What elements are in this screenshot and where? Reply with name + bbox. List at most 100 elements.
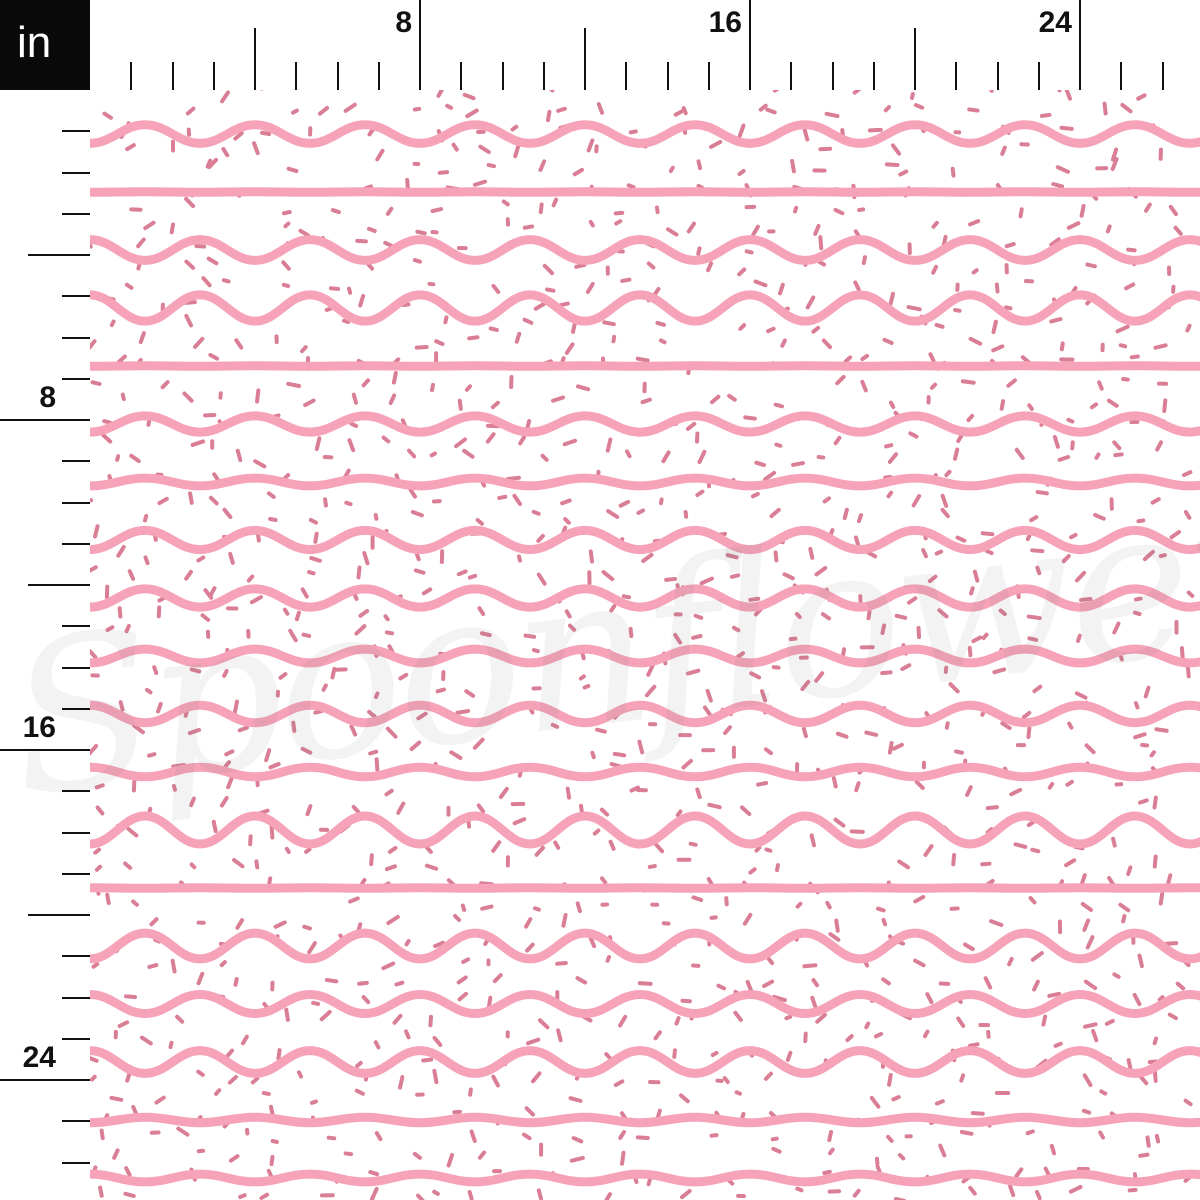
sprinkle-dash — [291, 108, 299, 115]
sprinkle-dash — [501, 199, 510, 207]
sprinkle-dash — [753, 279, 768, 288]
sprinkle-dash — [1095, 166, 1109, 171]
ruler-tick-minor — [1120, 62, 1123, 90]
sprinkle-dash — [605, 265, 610, 276]
sprinkle-dash — [200, 613, 211, 622]
sprinkle-dash — [572, 167, 584, 177]
sprinkle-dash — [771, 1146, 782, 1154]
sprinkle-dash — [911, 494, 922, 508]
sprinkle-dash — [374, 757, 380, 772]
ruler-tick-minor — [130, 62, 133, 90]
sprinkle-dash — [105, 892, 111, 906]
sprinkle-dash — [760, 689, 768, 703]
sprinkle-dash — [184, 259, 196, 270]
sprinkle-dash — [432, 1035, 443, 1047]
sprinkle-dash — [818, 235, 824, 251]
sprinkle-dash — [505, 217, 511, 227]
sprinkle-dash — [827, 1130, 834, 1142]
sprinkle-dash — [129, 453, 141, 464]
sprinkle-dash — [208, 352, 220, 361]
sprinkle-dash — [228, 1154, 240, 1163]
sprinkle-dash — [250, 1076, 260, 1085]
sprinkle-dash — [186, 127, 192, 137]
sprinkle-dash — [190, 439, 206, 447]
fabric-pattern-svg — [90, 90, 1200, 1200]
sprinkle-dash — [427, 281, 436, 287]
sprinkle-dash — [416, 1193, 427, 1200]
sprinkle-dash — [1138, 1152, 1150, 1158]
sprinkle-dash — [691, 895, 704, 903]
wave-line — [90, 235, 1200, 265]
sprinkle-dash — [410, 509, 424, 518]
sprinkle-dash — [696, 246, 702, 256]
sprinkle-dash — [673, 612, 683, 617]
sprinkle-dash — [476, 129, 486, 134]
sprinkle-dash — [1110, 157, 1119, 172]
ruler-label-horizontal: 8 — [395, 6, 412, 39]
sprinkle-dash — [1155, 440, 1164, 452]
sprinkle-dash — [658, 338, 667, 345]
sprinkle-dash — [568, 1096, 583, 1103]
sprinkle-dash — [100, 432, 113, 444]
sprinkle-dash — [467, 335, 480, 341]
wave-layer — [90, 120, 1200, 1187]
sprinkle-dash — [1169, 529, 1181, 540]
sprinkle-dash — [240, 1034, 249, 1046]
sprinkle-dash — [147, 963, 159, 969]
sprinkle-dash — [938, 1143, 947, 1158]
sprinkle-dash — [1082, 1073, 1093, 1088]
sprinkle-dash — [963, 942, 975, 952]
sprinkle-dash — [1179, 646, 1185, 660]
sprinkle-dash — [875, 906, 886, 913]
sprinkle-dash — [922, 1029, 930, 1039]
unit-badge: in — [0, 0, 90, 90]
sprinkle-dash — [274, 334, 279, 345]
sprinkle-dash — [784, 1014, 793, 1021]
sprinkle-dash — [534, 845, 546, 857]
sprinkle-dash — [688, 841, 698, 847]
wave-line — [90, 762, 1200, 782]
sprinkle-dash — [303, 398, 316, 408]
sprinkle-dash — [414, 552, 421, 562]
sprinkle-dash — [362, 551, 370, 566]
sprinkle-dash — [276, 1048, 282, 1061]
sprinkle-dash — [556, 1028, 563, 1043]
sprinkle-dash — [1133, 732, 1147, 740]
sprinkle-dash — [1167, 1012, 1179, 1021]
sprinkle-dash — [343, 1151, 354, 1157]
sprinkle-dash — [1085, 262, 1097, 269]
sprinkle-dash — [810, 995, 818, 1009]
sprinkle-dash — [578, 674, 586, 681]
sprinkle-dash — [707, 802, 722, 810]
sprinkle-dash — [196, 1069, 205, 1077]
sprinkle-dash — [358, 609, 370, 618]
sprinkle-dash — [701, 748, 716, 753]
sprinkle-dash — [699, 576, 715, 586]
ruler-tick-minor — [336, 62, 339, 90]
sprinkle-dash — [233, 131, 244, 141]
sprinkle-dash — [374, 1131, 383, 1142]
sprinkle-dash — [248, 834, 253, 847]
sprinkle-dash — [751, 224, 760, 237]
sprinkle-dash — [897, 1152, 906, 1161]
sprinkle-dash — [1152, 854, 1158, 869]
sprinkle-dash — [415, 229, 427, 236]
sprinkle-dash — [695, 787, 702, 800]
sprinkle-dash — [184, 313, 194, 328]
sprinkle-dash — [925, 992, 934, 1005]
sprinkle-dash — [1000, 145, 1007, 156]
sprinkle-dash — [430, 207, 444, 214]
sprinkle-dash — [373, 1040, 381, 1050]
sprinkle-dash — [309, 556, 322, 563]
sprinkle-dash — [537, 1018, 550, 1030]
sprinkle-dash — [808, 546, 815, 560]
sprinkle-dash — [1149, 750, 1157, 758]
sprinkle-dash — [1008, 1184, 1016, 1198]
sprinkle-dash — [681, 106, 688, 116]
sprinkle-dash — [705, 688, 713, 703]
sprinkle-dash — [575, 976, 588, 985]
sprinkle-dash — [647, 864, 657, 869]
sprinkle-dash — [926, 395, 931, 405]
sprinkle-dash — [424, 863, 439, 871]
sprinkle-dash — [582, 683, 591, 690]
